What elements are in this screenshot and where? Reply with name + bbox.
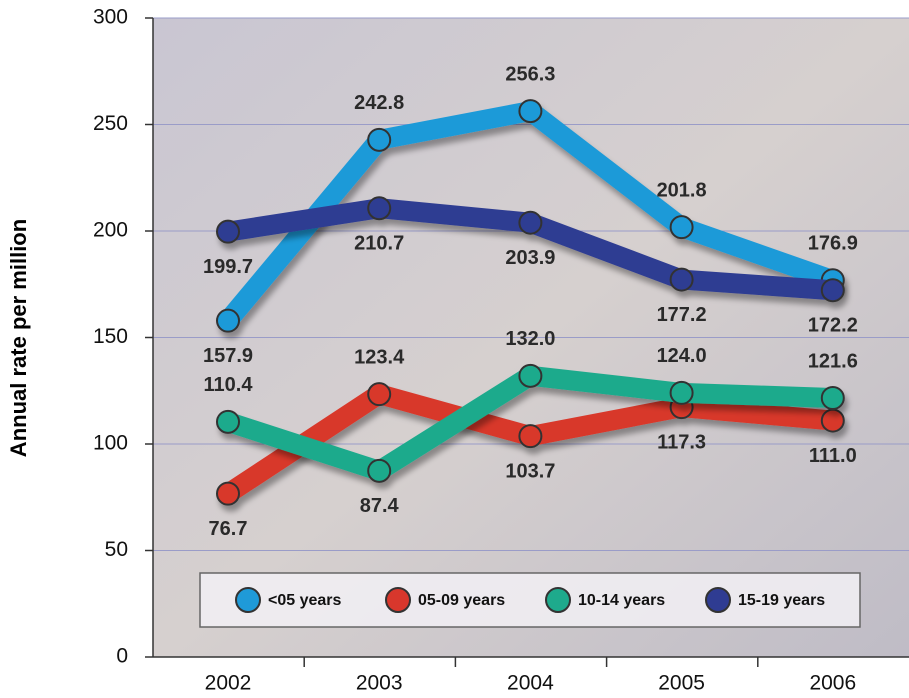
point xyxy=(669,215,694,240)
value-label: 111.0 xyxy=(809,445,857,467)
value-label: 242.8 xyxy=(354,92,404,114)
point xyxy=(518,424,543,449)
legend-marker xyxy=(545,587,571,613)
point xyxy=(367,196,392,221)
point xyxy=(820,278,845,303)
legend-label: 10-14 years xyxy=(578,592,665,609)
y-tick-label: 150 xyxy=(93,325,128,348)
point xyxy=(216,409,240,434)
y-axis-label: Annual rate per million xyxy=(6,219,31,457)
point xyxy=(518,210,543,235)
x-tick-label: 2006 xyxy=(809,672,856,695)
y-tick-label: 200 xyxy=(93,219,128,242)
x-tick-label: 2004 xyxy=(507,672,554,695)
value-label: 103.7 xyxy=(505,460,555,482)
value-label: 203.9 xyxy=(505,247,555,269)
value-label: 117.3 xyxy=(657,431,706,453)
value-label: 76.7 xyxy=(209,518,248,540)
y-tick-label: 50 xyxy=(105,538,128,561)
value-label: 132.0 xyxy=(505,328,555,350)
value-label: 121.6 xyxy=(808,350,858,372)
point xyxy=(367,382,392,407)
point xyxy=(820,408,845,433)
value-label: 124.0 xyxy=(657,345,707,367)
value-label: 210.7 xyxy=(354,232,404,254)
point xyxy=(216,308,240,333)
series xyxy=(216,363,845,483)
legend-marker xyxy=(705,587,731,613)
point xyxy=(669,267,694,292)
value-label: 157.9 xyxy=(203,345,253,367)
y-tick-label: 250 xyxy=(93,112,128,135)
point xyxy=(216,219,240,244)
point xyxy=(820,385,845,410)
legend-marker xyxy=(385,587,411,613)
value-label: 177.2 xyxy=(657,304,707,326)
value-label: 172.2 xyxy=(808,314,858,336)
point xyxy=(669,380,694,405)
y-tick-label: 100 xyxy=(93,432,128,455)
value-label: 201.8 xyxy=(657,179,707,201)
point xyxy=(216,481,240,506)
value-label: 176.9 xyxy=(808,232,858,254)
value-label: 87.4 xyxy=(360,495,400,517)
legend-box xyxy=(199,572,861,628)
value-label: 110.4 xyxy=(204,374,254,396)
x-tick-label: 2002 xyxy=(205,672,252,695)
y-tick-label: 0 xyxy=(116,645,128,668)
y-tick-label: 300 xyxy=(93,6,128,29)
x-tick-label: 2003 xyxy=(356,672,403,695)
x-tick-label: 2005 xyxy=(658,672,705,695)
value-label: 123.4 xyxy=(354,346,405,368)
legend-marker xyxy=(235,587,261,613)
value-label: 199.7 xyxy=(203,256,253,278)
legend-label: 05-09 years xyxy=(418,592,505,609)
value-label: 256.3 xyxy=(505,63,555,85)
point xyxy=(518,363,543,388)
point xyxy=(518,99,543,124)
series xyxy=(216,196,845,303)
legend-label: 15-19 years xyxy=(738,592,825,609)
legend-label: <05 years xyxy=(268,592,342,609)
point xyxy=(367,127,392,152)
point xyxy=(367,458,392,483)
